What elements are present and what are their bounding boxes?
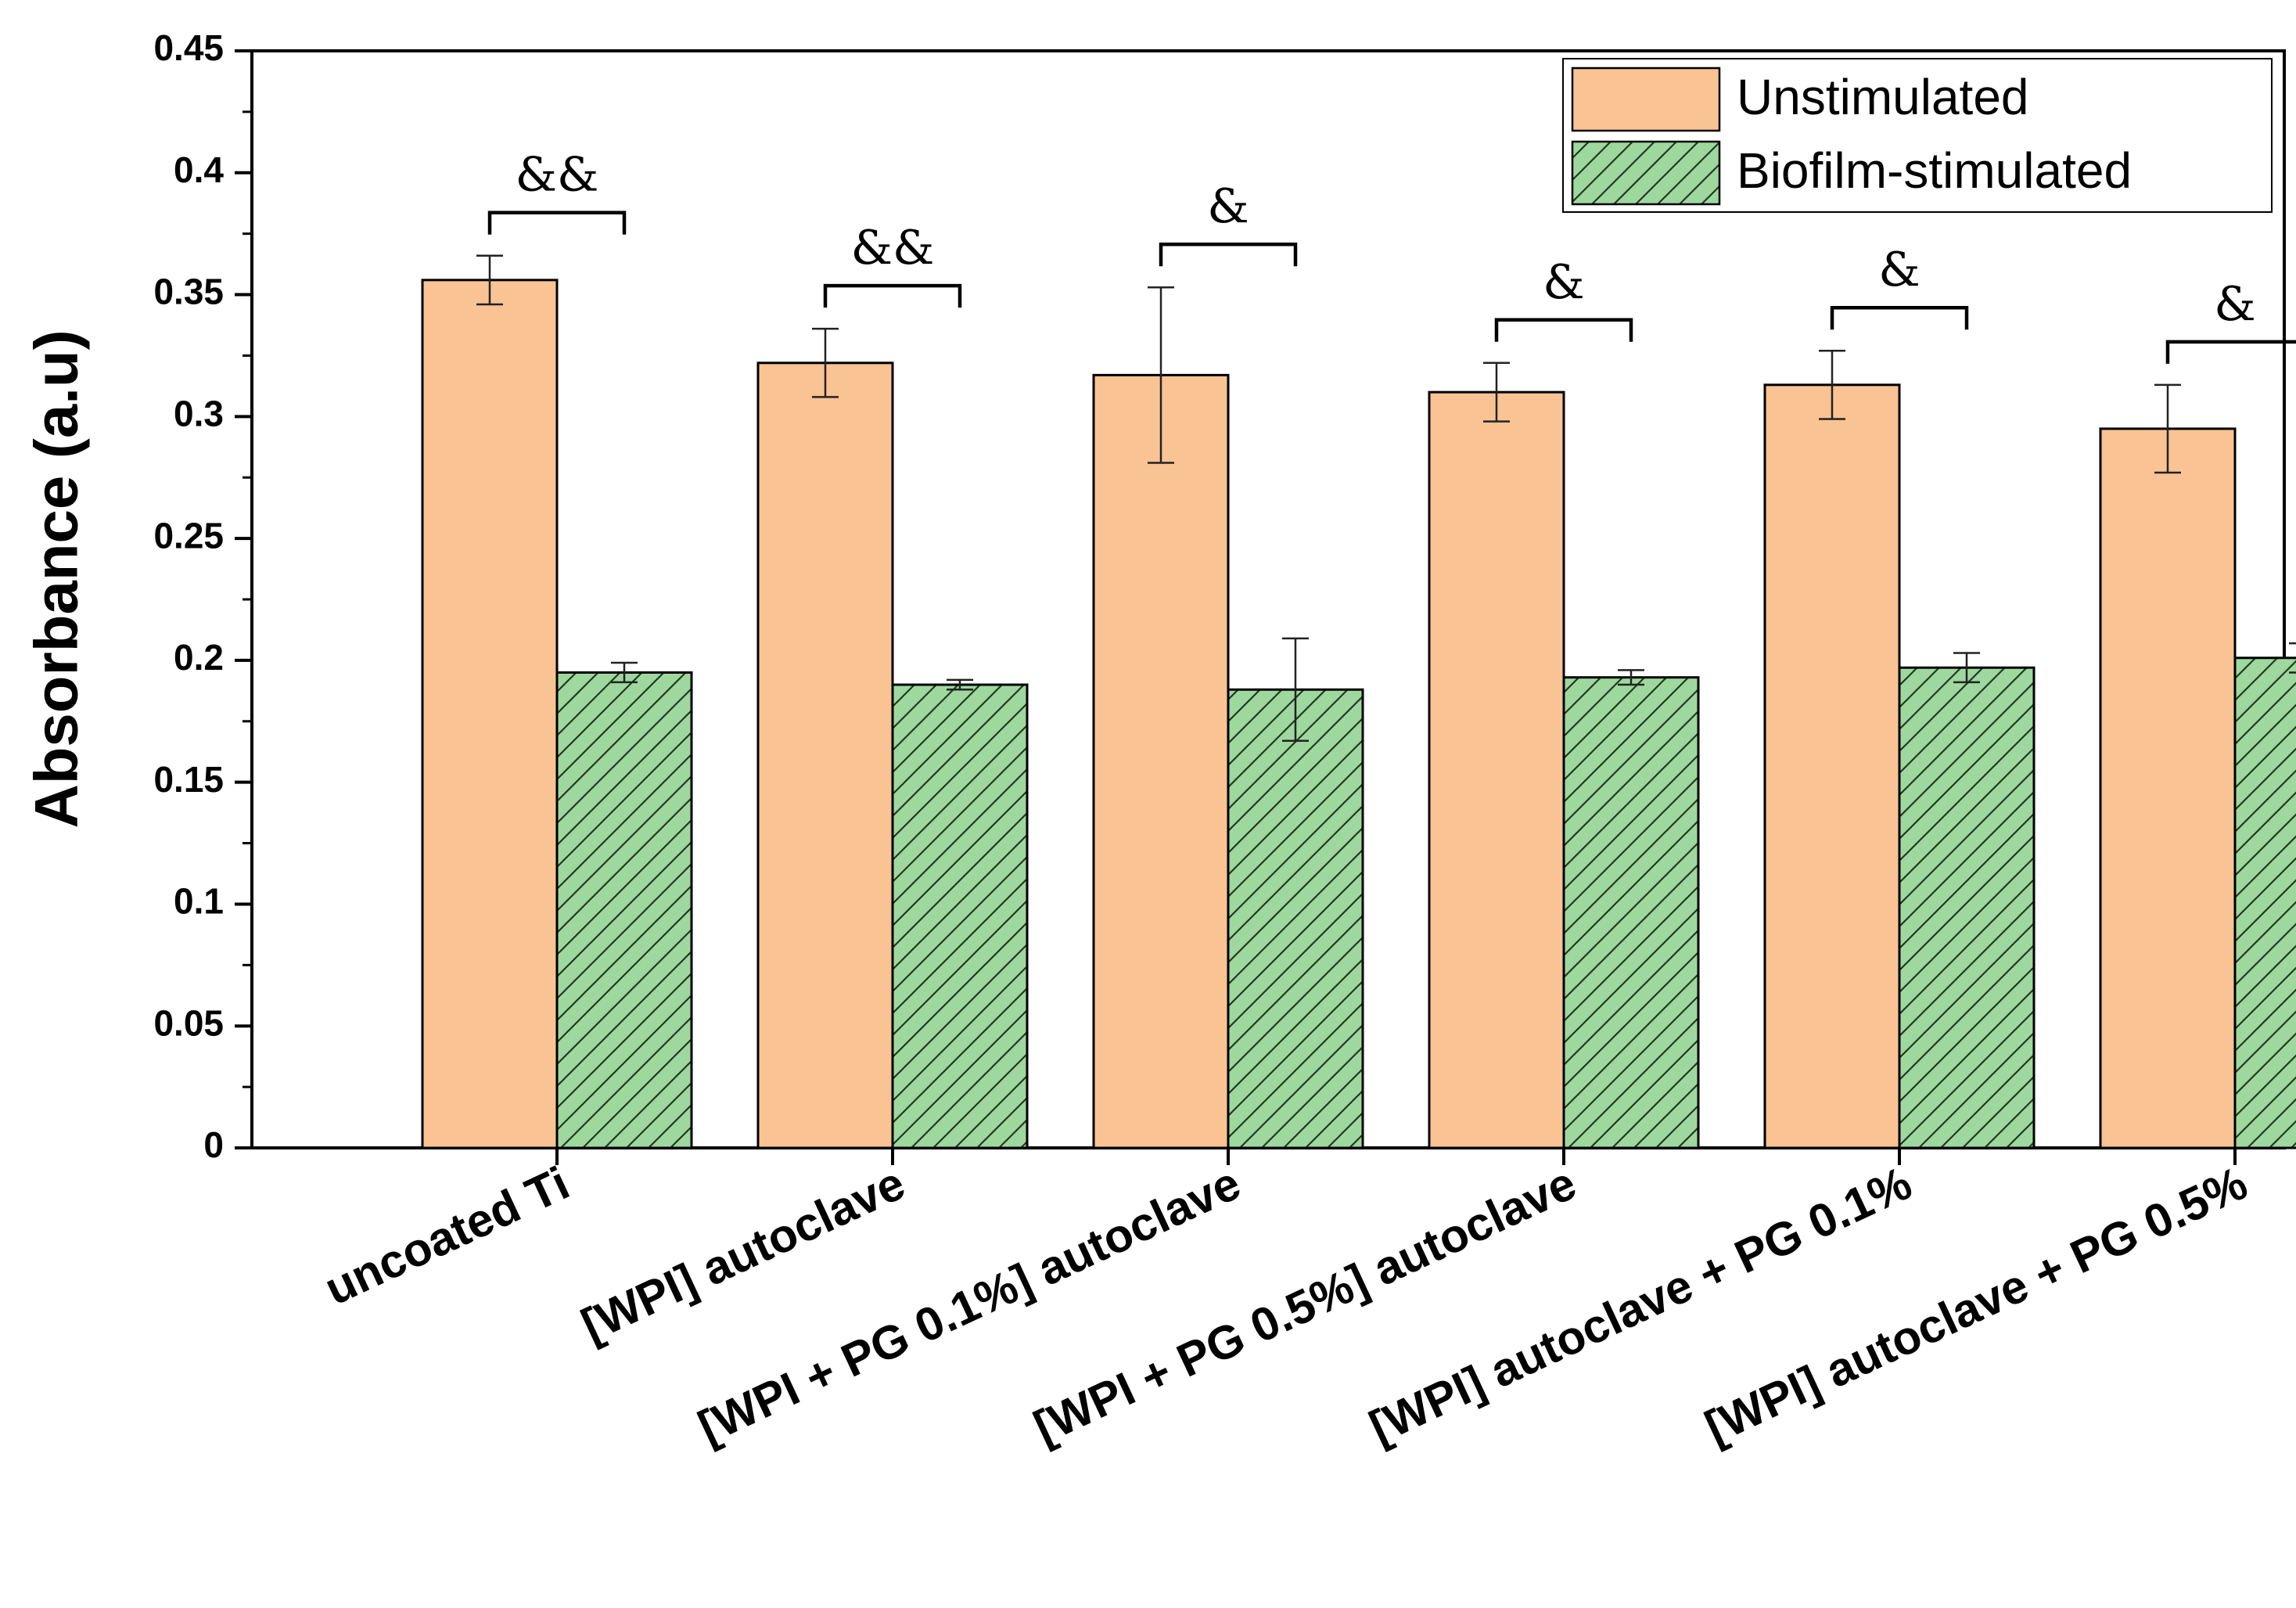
legend-label: Unstimulated [1737, 69, 2029, 125]
significance-marker: & [1207, 179, 1249, 234]
bar-biofilm-stimulated [1898, 666, 2035, 1149]
y-tick-label: 0.35 [153, 272, 224, 312]
significance-marker: && [851, 221, 935, 275]
significance-marker: && [516, 148, 599, 203]
bar-unstimulated [1092, 373, 1230, 1149]
y-tick-label: 0.15 [153, 759, 224, 800]
x-category-label: [WPI] autoclave + PG 0.5% [1698, 1157, 2255, 1454]
y-tick-label: 0.05 [153, 1002, 224, 1043]
significance-marker: & [1543, 255, 1584, 310]
x-category-label: [WPI + PG 0.5%] autoclave [1026, 1157, 1584, 1454]
x-category-label: uncoated Ti [317, 1157, 577, 1315]
y-tick-label: 0.1 [174, 881, 224, 922]
x-category-label: [WPI] autoclave [573, 1157, 912, 1352]
bar-unstimulated [421, 279, 559, 1149]
significance-bracket [487, 210, 627, 235]
y-tick-label: 0 [203, 1124, 224, 1165]
significance-bracket [1494, 318, 1633, 342]
significance-marker: & [1878, 243, 1920, 297]
bar-unstimulated [1763, 383, 1901, 1149]
y-tick-label: 0.25 [153, 515, 224, 556]
significance-bracket [2165, 340, 2296, 364]
y-tick-label: 0.3 [174, 393, 224, 433]
y-tick-label: 0.4 [174, 149, 224, 190]
significance-marker: & [2214, 277, 2255, 332]
y-tick-label: 0.2 [174, 637, 224, 678]
bar-unstimulated [756, 362, 894, 1149]
y-tick-label: 0.45 [153, 27, 224, 68]
significance-bracket [823, 283, 962, 308]
legend-label: Biofilm-stimulated [1737, 142, 2132, 199]
bar-biofilm-stimulated [555, 671, 693, 1149]
bar-biofilm-stimulated [1562, 676, 1700, 1149]
bar-unstimulated [2099, 427, 2237, 1149]
x-category-label: [WPI + PG 0.1%] autoclave [691, 1157, 1249, 1454]
significance-bracket [1830, 305, 1969, 330]
x-category-label: [WPI] autoclave + PG 0.1% [1362, 1157, 1920, 1454]
bar-biofilm-stimulated [891, 683, 1029, 1149]
bar-biofilm-stimulated [2233, 657, 2296, 1149]
legend-swatch-biofilm-stimulated [1571, 140, 1721, 206]
legend-swatch-unstimulated [1571, 67, 1721, 132]
bar-unstimulated [1428, 390, 1565, 1149]
y-axis-label: Absorbance (a.u) [22, 329, 91, 828]
significance-bracket [1159, 242, 1298, 267]
bar-biofilm-stimulated [1227, 688, 1364, 1149]
